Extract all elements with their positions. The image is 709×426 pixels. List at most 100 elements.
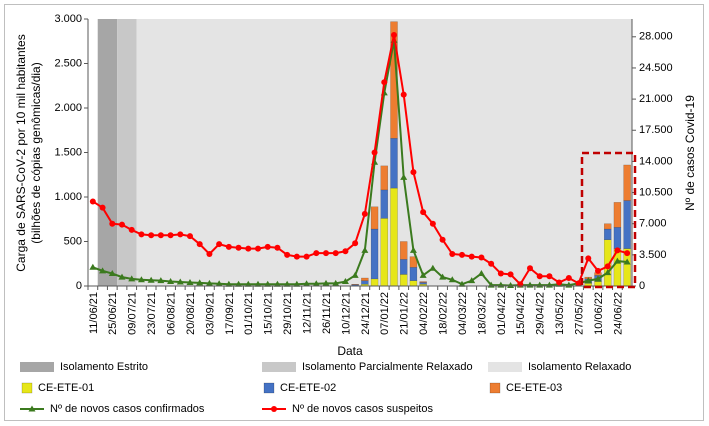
line-marker xyxy=(604,263,611,270)
legend-label: Nº de novos casos suspeitos xyxy=(292,403,433,415)
line-marker xyxy=(176,278,184,285)
line-marker xyxy=(186,278,194,285)
legend-label: CE-ETE-02 xyxy=(280,382,336,394)
line-marker xyxy=(409,246,417,253)
bar-segment xyxy=(623,200,631,249)
legend-swatch xyxy=(489,382,501,394)
x-tick-label: 04/02/22 xyxy=(418,292,430,335)
line-marker xyxy=(273,280,281,287)
line-marker xyxy=(216,241,223,248)
line-marker xyxy=(137,276,145,283)
bar-segment xyxy=(409,280,418,287)
legend-label: CE-ETE-01 xyxy=(38,382,94,394)
line-marker xyxy=(284,251,291,258)
line-marker xyxy=(478,254,485,261)
bar-segment xyxy=(361,280,369,285)
line-marker xyxy=(419,271,427,278)
line-marker xyxy=(264,280,272,287)
bar-segment xyxy=(400,241,408,260)
highlight-box xyxy=(580,151,637,289)
x-tick-label: 26/11/21 xyxy=(321,292,333,334)
bar-segment xyxy=(390,187,398,287)
line-marker xyxy=(89,198,96,205)
bar-segment xyxy=(370,278,379,287)
x-tick-label: 23/07/21 xyxy=(146,292,158,335)
y2-tick-label: 0 xyxy=(639,280,645,292)
x-tick-label: 18/03/22 xyxy=(476,292,488,335)
x-tick-label: 11/06/21 xyxy=(88,292,100,334)
line-marker xyxy=(507,271,514,278)
line-marker xyxy=(235,244,242,251)
line-marker xyxy=(332,250,339,257)
bar-segment xyxy=(623,164,631,201)
line-marker xyxy=(624,250,631,257)
x-tick-label: 10/06/22 xyxy=(593,292,605,335)
line-marker xyxy=(439,273,447,280)
y-tick-label: 3.000 xyxy=(54,13,82,25)
x-tick-label: 13/05/22 xyxy=(554,292,566,335)
x-tick-label: 24/06/22 xyxy=(612,292,624,335)
line-marker xyxy=(361,246,369,253)
legend-label: Isolamento Parcialmente Relaxado xyxy=(302,361,473,373)
bar-segment xyxy=(613,227,622,249)
x-tick-label: 17/09/21 xyxy=(224,292,236,335)
legend-label: CE-ETE-03 xyxy=(506,382,562,394)
x-tick-label: 04/03/22 xyxy=(457,292,469,335)
legend-swatch xyxy=(262,362,296,372)
legend-swatch xyxy=(263,382,275,394)
line-marker xyxy=(323,250,329,257)
legend-swatch xyxy=(21,382,33,394)
line-marker xyxy=(108,270,116,277)
line-marker xyxy=(225,243,232,250)
y-tick-label: 2.500 xyxy=(54,57,82,69)
y2-tick-label: 10.500 xyxy=(639,186,673,198)
bar-segment xyxy=(400,259,408,275)
line-marker xyxy=(147,276,155,283)
line-marker xyxy=(109,220,116,227)
line-marker xyxy=(167,232,174,239)
y2-axis-title: Nº de casos Covid-19 xyxy=(683,95,697,211)
line-marker xyxy=(623,258,631,265)
x-tick-label: 29/04/22 xyxy=(535,292,547,335)
line-marker xyxy=(341,278,349,285)
legend-label: Isolamento Relaxado xyxy=(528,361,631,373)
line-marker xyxy=(507,282,515,289)
bar-segment xyxy=(400,274,408,287)
line-marker xyxy=(575,280,582,287)
y2-tick-label: 17.500 xyxy=(639,124,673,136)
legend-marker xyxy=(28,405,36,412)
line-marker xyxy=(468,277,476,284)
line-marker xyxy=(371,149,378,156)
line-marker xyxy=(303,280,311,287)
x-tick-label: 18/02/22 xyxy=(437,292,449,335)
line-marker xyxy=(429,264,437,271)
legend-swatch xyxy=(488,362,522,372)
line-marker xyxy=(187,233,193,240)
y2-tick-label: 3.500 xyxy=(639,249,667,261)
line-marker xyxy=(439,236,446,243)
line-marker xyxy=(206,250,213,257)
bar-segment xyxy=(380,189,388,219)
line-marker xyxy=(614,247,621,254)
x-tick-label: 20/08/21 xyxy=(185,292,197,335)
region xyxy=(97,19,118,286)
x-tick-label: 27/05/22 xyxy=(573,292,585,335)
x-tick-label: 01/10/21 xyxy=(243,292,255,335)
x-tick-label: 25/06/21 xyxy=(107,292,119,335)
y-tick-label: 1.000 xyxy=(54,191,82,203)
x-axis-title: Data xyxy=(337,344,363,358)
legend-swatch xyxy=(20,362,54,372)
x-tick-label: 29/10/21 xyxy=(282,292,294,335)
x-tick-label: 01/04/22 xyxy=(496,292,508,335)
bar-segment xyxy=(409,267,418,281)
y2-tick-label: 7.000 xyxy=(639,218,667,230)
line-marker xyxy=(400,173,408,180)
y-axis-title: (bilhões de cópias genômicas/dia) xyxy=(29,62,43,243)
line-marker xyxy=(255,245,261,252)
line-marker xyxy=(244,280,252,287)
region xyxy=(117,19,137,286)
line-marker xyxy=(157,277,165,284)
line-marker xyxy=(99,267,107,274)
line-marker xyxy=(322,279,330,286)
